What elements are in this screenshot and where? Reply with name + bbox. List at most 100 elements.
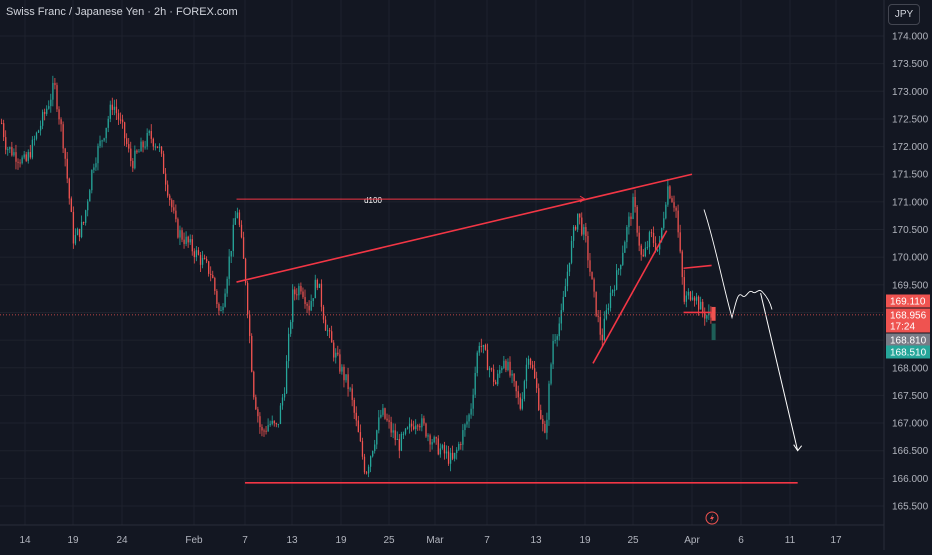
candle-body: [544, 424, 546, 433]
candle-body: [74, 235, 77, 244]
candle-body: [337, 352, 339, 355]
candle-body: [390, 421, 392, 433]
candle-body: [669, 186, 671, 199]
candle-body: [575, 226, 577, 230]
candle-body: [501, 368, 503, 371]
candle-body: [107, 118, 109, 128]
candle-body: [558, 323, 560, 337]
candle-body: [384, 408, 386, 419]
candle-body: [521, 398, 523, 409]
candle-body: [663, 218, 665, 229]
x-tick-label: Apr: [684, 535, 700, 546]
candle-body: [511, 373, 513, 376]
candle-body: [255, 397, 257, 410]
candle-body: [35, 132, 38, 139]
candle-body: [546, 419, 548, 433]
candle-body: [566, 271, 569, 287]
candle-body: [292, 289, 294, 323]
candle-body: [316, 279, 318, 288]
candle-body: [417, 425, 419, 427]
candle-body: [167, 184, 169, 196]
candle-body: [636, 206, 638, 233]
candle-body: [661, 228, 663, 241]
candle-body: [357, 420, 359, 433]
candle-body: [285, 361, 288, 394]
candle-body: [5, 137, 7, 150]
candle-body: [581, 217, 583, 235]
y-tick-label: 173.500: [892, 59, 929, 70]
candle-body: [105, 127, 107, 139]
candle-body: [445, 451, 448, 454]
y-tick-label: 170.000: [892, 253, 929, 264]
candle-body: [46, 108, 48, 114]
candle-body: [490, 368, 493, 370]
candle-body: [21, 157, 23, 164]
candle-body: [64, 148, 66, 159]
candle-body: [244, 258, 247, 283]
candle-body: [183, 239, 185, 244]
candle-body: [628, 216, 630, 228]
candle-body: [290, 322, 292, 334]
candle-body: [279, 405, 282, 424]
candle-body: [570, 240, 573, 263]
y-tick-label: 171.000: [892, 197, 929, 208]
candle-body: [367, 466, 370, 474]
candle-body: [314, 279, 316, 299]
candle-body: [150, 131, 152, 139]
candle-body: [564, 286, 567, 297]
candle-body: [411, 423, 413, 427]
candle-body: [329, 330, 331, 332]
candle-body: [54, 82, 56, 86]
price-tag: 17:24: [886, 319, 930, 333]
candle-body: [517, 391, 519, 398]
candle-body: [657, 249, 659, 251]
x-tick-label: 19: [335, 535, 347, 546]
y-tick-label: 169.500: [892, 280, 929, 291]
candle-body: [413, 426, 415, 430]
candle-body: [406, 427, 409, 429]
candle-body: [208, 261, 210, 274]
candle-body: [126, 138, 128, 145]
candle-body: [616, 270, 618, 290]
candle-body: [503, 360, 505, 369]
candle-body: [29, 152, 31, 158]
price-tag-text: 169.110: [890, 297, 926, 308]
candle-body: [484, 345, 487, 350]
candle-body: [111, 104, 113, 110]
candle-body: [538, 388, 540, 410]
candle-body: [117, 113, 120, 120]
candle-body: [396, 439, 398, 441]
candle-body: [449, 452, 452, 464]
candle-body: [138, 151, 140, 153]
candle-body: [121, 119, 124, 123]
candle-body: [675, 207, 677, 211]
candle-body: [394, 430, 396, 440]
currency-button[interactable]: JPY: [888, 4, 920, 25]
candle-body: [101, 140, 103, 142]
candle-body: [376, 430, 378, 445]
candle-body: [529, 358, 532, 365]
candle-body: [466, 421, 468, 425]
candle-body: [324, 319, 327, 331]
candle-body: [439, 448, 441, 455]
candle-body: [591, 271, 593, 280]
grid-layer: [0, 0, 884, 525]
x-tick-label: 19: [579, 535, 591, 546]
candle-body: [476, 352, 478, 373]
candle-body: [599, 316, 601, 335]
x-tick-label: 25: [627, 535, 639, 546]
candle-body: [132, 160, 134, 169]
candle-body: [119, 119, 122, 121]
candle-body: [620, 264, 622, 270]
candle-body: [37, 130, 40, 133]
y-tick-label: 167.500: [892, 391, 929, 402]
candle-body: [42, 112, 44, 126]
trend-line: [236, 173, 693, 283]
x-tick-label: 13: [286, 535, 298, 546]
candle-body: [603, 318, 605, 341]
candle-body: [308, 305, 310, 311]
candle-body: [99, 140, 101, 147]
candle-body: [247, 282, 249, 315]
